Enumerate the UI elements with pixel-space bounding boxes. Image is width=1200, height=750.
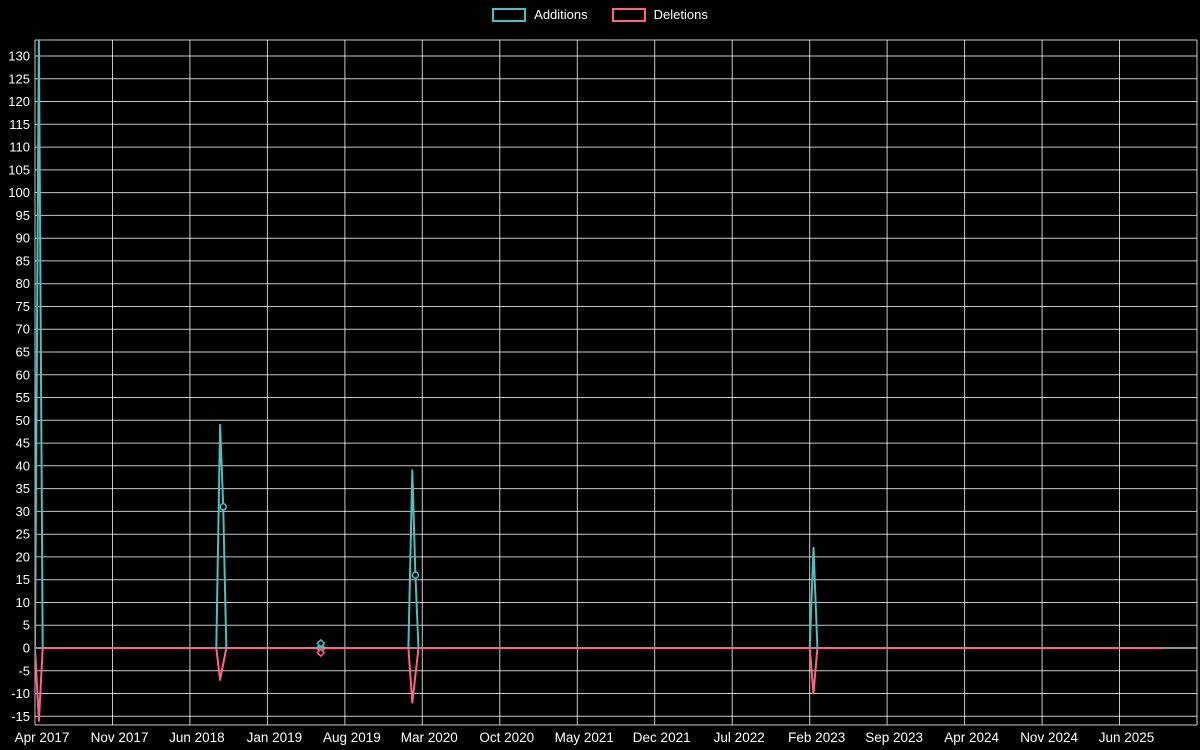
y-axis-tick-label: 55	[16, 390, 30, 405]
y-axis-tick-label: 75	[16, 299, 30, 314]
y-axis-tick-label: 50	[16, 413, 30, 428]
x-axis-tick-label: Nov 2024	[1020, 730, 1078, 745]
y-axis-tick-label: 30	[16, 504, 30, 519]
deletions-swatch-icon	[611, 7, 646, 22]
x-axis-tick-label: Jun 2025	[1099, 730, 1155, 745]
y-axis-tick-label: 125	[8, 71, 30, 86]
chart-axis-labels: 1301251201151101051009590858075706560555…	[8, 49, 1154, 746]
series-line-deletions	[35, 647, 1164, 722]
x-axis-tick-label: Oct 2020	[479, 730, 534, 745]
x-axis-tick-label: Jan 2019	[247, 730, 303, 745]
y-axis-tick-label: -15	[11, 709, 30, 724]
y-axis-tick-label: 105	[8, 162, 30, 177]
data-point-marker	[316, 648, 326, 658]
y-axis-tick-label: 110	[9, 140, 30, 155]
x-axis-tick-label: Jul 2022	[714, 730, 765, 745]
y-axis-tick-label: 120	[8, 94, 30, 109]
x-axis-tick-label: Nov 2017	[91, 730, 149, 745]
chart-gridlines	[34, 39, 1198, 726]
y-axis-tick-label: 100	[8, 185, 30, 200]
y-axis-tick-label: 20	[16, 549, 30, 564]
data-point-marker	[219, 503, 227, 511]
x-axis-tick-label: Mar 2020	[401, 730, 458, 745]
x-axis-tick-label: Apr 2017	[15, 730, 70, 745]
y-axis-tick-label: 60	[16, 367, 30, 382]
y-axis-tick-label: 85	[16, 253, 30, 268]
legend-item-deletions[interactable]: Deletions	[611, 7, 708, 22]
y-axis-tick-label: 10	[16, 595, 30, 610]
legend-label-deletions: Deletions	[653, 7, 708, 22]
legend-item-additions[interactable]: Additions	[492, 7, 588, 22]
x-axis-tick-label: Apr 2024	[944, 730, 999, 745]
x-axis-tick-label: Dec 2021	[633, 730, 691, 745]
y-axis-tick-label: -10	[11, 686, 30, 701]
y-axis-tick-label: 115	[9, 117, 30, 132]
y-axis-tick-label: -5	[18, 663, 30, 678]
y-axis-tick-label: 95	[16, 208, 30, 223]
x-axis-tick-label: Feb 2023	[788, 730, 845, 745]
data-point-marker	[316, 638, 326, 648]
y-axis-tick-label: 80	[16, 276, 30, 291]
y-axis-tick-label: 35	[16, 481, 30, 496]
y-axis-tick-label: 90	[16, 231, 30, 246]
y-axis-tick-label: 70	[16, 322, 30, 337]
legend-label-additions: Additions	[534, 7, 588, 22]
y-axis-tick-label: 15	[16, 572, 30, 587]
x-axis-tick-label: Aug 2019	[323, 730, 381, 745]
y-axis-tick-label: 40	[16, 458, 30, 473]
chart-series-lines	[35, 40, 1164, 722]
x-axis-tick-label: May 2021	[555, 730, 614, 745]
additions-swatch-icon	[492, 7, 527, 22]
y-axis-tick-label: 5	[23, 618, 30, 633]
y-axis-tick-label: 45	[16, 436, 30, 451]
chart-legend: Additions Deletions	[0, 7, 1200, 22]
x-axis-tick-label: Jun 2018	[169, 730, 225, 745]
y-axis-tick-label: 0	[23, 641, 30, 656]
y-axis-tick-label: 65	[16, 345, 30, 360]
x-axis-tick-label: Sep 2023	[865, 730, 923, 745]
y-axis-tick-label: 25	[16, 527, 30, 542]
data-point-marker	[411, 571, 420, 579]
y-axis-tick-label: 130	[8, 49, 30, 64]
